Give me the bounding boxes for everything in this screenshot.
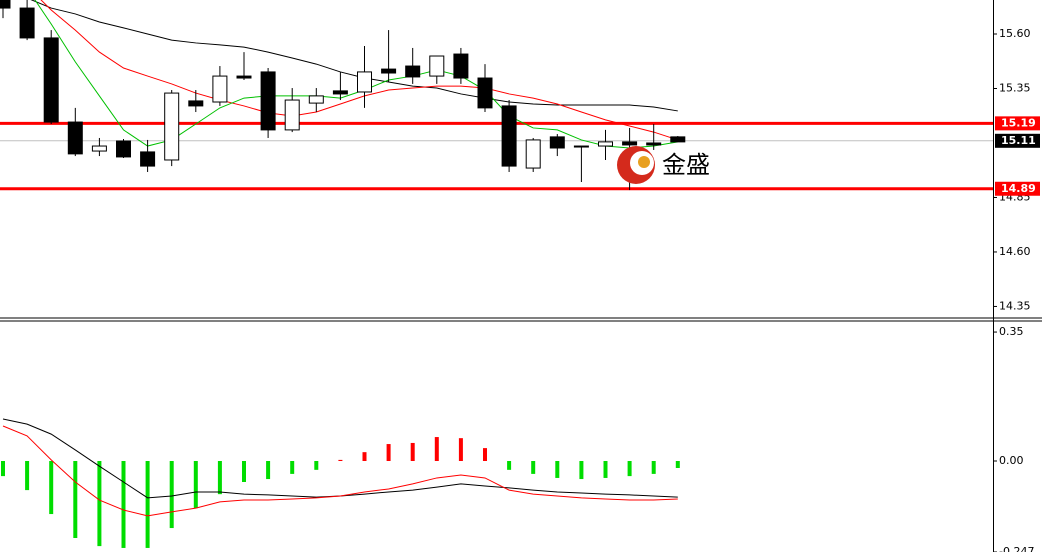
candle-body — [670, 136, 686, 143]
candle-body — [501, 105, 517, 167]
histogram-bar — [193, 461, 198, 509]
candle-body — [622, 141, 638, 146]
histogram-bar — [73, 461, 78, 538]
price-tag-label: 15.19 — [1001, 116, 1036, 129]
candle-body — [525, 139, 541, 169]
candle-body — [646, 142, 662, 146]
candle-body — [188, 100, 204, 107]
price-panel — [0, 0, 993, 191]
y-tick-label: 0.00 — [999, 454, 1024, 467]
price-tag-label: 14.89 — [1001, 182, 1036, 195]
watermark: 金盛 — [617, 146, 710, 184]
histogram-bar — [145, 461, 150, 548]
y-tick-label: 0.35 — [999, 325, 1024, 338]
candle-body — [453, 53, 469, 79]
histogram-bar — [555, 461, 560, 478]
price-tag-label: 15.11 — [1001, 134, 1036, 147]
histogram-bar — [25, 461, 30, 491]
histogram-bar — [121, 461, 126, 548]
histogram-bar — [579, 461, 584, 480]
macd-panel — [1, 418, 680, 548]
histogram-bar — [290, 461, 295, 474]
price-tag — [995, 133, 1040, 148]
histogram-bar — [675, 461, 680, 468]
histogram-bar — [434, 437, 439, 461]
price-tag — [995, 116, 1040, 131]
y-tick-label: 15.60 — [999, 27, 1031, 40]
histogram-bar — [169, 461, 174, 529]
candle-body — [477, 77, 493, 109]
y-tick-label: -0.247 — [999, 545, 1034, 552]
histogram-bar — [651, 461, 656, 474]
y-tick-label: 14.35 — [999, 299, 1031, 312]
histogram-bar — [49, 461, 54, 515]
candle-body — [43, 37, 59, 123]
candle-body — [260, 71, 276, 131]
candle-body — [332, 90, 348, 95]
candle-body — [598, 141, 613, 147]
histogram-bar — [386, 444, 391, 461]
indicator-line — [2, 425, 678, 517]
y-tick-label: 14.60 — [999, 245, 1031, 258]
indicator-line — [2, 418, 678, 499]
candle-body — [381, 68, 397, 74]
candle-body — [140, 151, 156, 167]
histogram-bar — [1, 461, 5, 477]
candle-body — [284, 99, 300, 131]
histogram-bar — [531, 461, 536, 474]
candle-body — [573, 145, 589, 148]
histogram-bar — [338, 459, 343, 461]
candle-body — [549, 136, 565, 149]
y-tick-label: 15.35 — [999, 81, 1031, 94]
candle-body — [0, 0, 11, 9]
candle-body — [91, 145, 107, 152]
candle-body — [19, 7, 35, 39]
candle-body — [212, 75, 228, 103]
histogram-bar — [97, 461, 102, 547]
watermark-text: 金盛 — [662, 151, 710, 179]
indicator-line — [40, 0, 678, 141]
candle-body — [236, 75, 252, 79]
histogram-bar — [217, 461, 222, 495]
histogram-bar — [507, 461, 512, 470]
candle-body — [116, 140, 131, 158]
price-tag — [995, 181, 1040, 196]
histogram-bar — [483, 448, 487, 461]
candle-body — [67, 121, 83, 155]
histogram-bar — [314, 461, 319, 470]
axis-labels: 15.6015.3514.8514.6014.3515.1915.1114.89… — [993, 27, 1040, 552]
histogram-bar — [266, 461, 271, 480]
histogram-bar — [362, 452, 367, 461]
candle-body — [164, 92, 180, 161]
histogram-bar — [458, 438, 463, 461]
candle-body — [308, 95, 324, 104]
histogram-bar — [627, 461, 632, 477]
histogram-bar — [242, 461, 246, 482]
histogram-bar — [410, 442, 415, 461]
candle-body — [405, 65, 421, 78]
watermark-logo — [638, 156, 650, 168]
candle-body — [357, 71, 372, 93]
candle-body — [429, 55, 445, 77]
histogram-bar — [603, 461, 608, 478]
